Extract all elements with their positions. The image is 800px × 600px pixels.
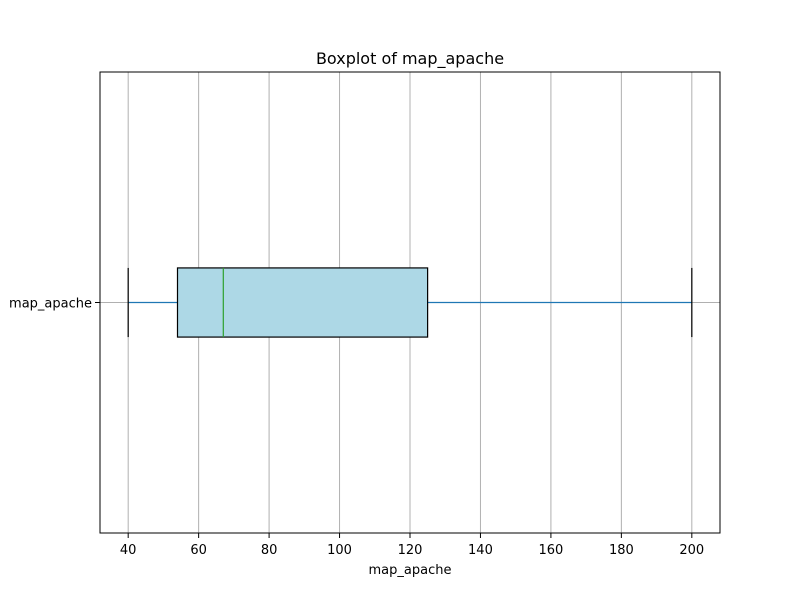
x-axis-label: map_apache [369,563,452,578]
x-tick-label: 120 [398,543,423,558]
iqr-box [176,267,429,338]
x-tick-label: 180 [609,543,634,558]
box-plot [127,267,693,338]
x-tick-label: 200 [679,543,704,558]
x-tick-label: 40 [120,543,137,558]
y-tick-label: map_apache [9,297,92,312]
x-axis-ticks: 40 60 80 100 120 140 160 180 200 [120,533,704,558]
x-tick-label: 60 [190,543,207,558]
x-tick-label: 160 [538,543,563,558]
y-axis-ticks: map_apache [9,297,100,312]
chart-title: Boxplot of map_apache [316,49,504,69]
x-tick-label: 100 [327,543,352,558]
x-tick-label: 80 [261,543,278,558]
x-tick-label: 140 [468,543,493,558]
